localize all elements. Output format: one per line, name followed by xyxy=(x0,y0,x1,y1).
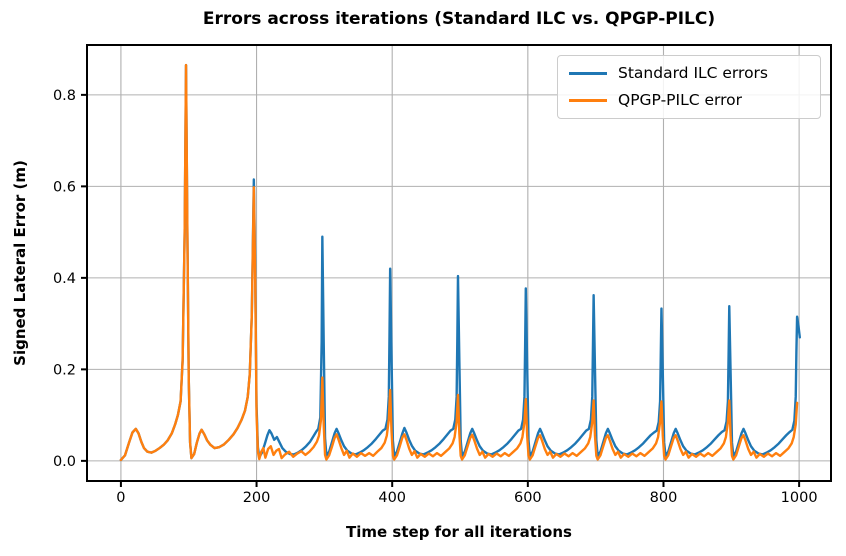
axis-ticks xyxy=(81,93,801,487)
x-tick-label: 600 xyxy=(514,490,542,506)
legend-line-sample-blue xyxy=(569,72,607,75)
y-tick-label: 0.6 xyxy=(53,179,76,195)
y-tick-label: 0.2 xyxy=(53,362,76,378)
legend-label: QPGP-PILC error xyxy=(618,91,742,109)
x-tick-label: 1000 xyxy=(781,490,818,506)
y-axis-label: Signed Lateral Error (m) xyxy=(11,160,29,366)
plot-border xyxy=(86,44,832,482)
y-tick-label: 0.4 xyxy=(53,271,76,287)
data-series xyxy=(119,63,801,462)
y-tick-label: 0.8 xyxy=(53,88,76,104)
legend-line-sample-orange xyxy=(569,99,607,102)
legend-item-qpgp-pilc: QPGP-PILC error xyxy=(569,91,809,110)
series-line-1 xyxy=(119,63,799,462)
x-tick-label: 400 xyxy=(378,490,406,506)
y-tick-label: 0.0 xyxy=(53,454,76,470)
x-axis-label: Time step for all iterations xyxy=(346,523,572,541)
tick-labels: 0 200 400 600 800 1000 0.0 0.2 0.4 0.6 0.8 xyxy=(53,88,818,506)
series-line-0 xyxy=(119,63,801,462)
x-tick-label: 800 xyxy=(650,490,678,506)
x-tick-label: 0 xyxy=(116,490,125,506)
legend: Standard ILC errors QPGP-PILC error xyxy=(557,55,821,119)
x-tick-label: 200 xyxy=(243,490,271,506)
legend-label: Standard ILC errors xyxy=(618,64,768,82)
legend-item-standard-ilc: Standard ILC errors xyxy=(569,64,809,83)
chart-title: Errors across iterations (Standard ILC v… xyxy=(202,9,716,29)
